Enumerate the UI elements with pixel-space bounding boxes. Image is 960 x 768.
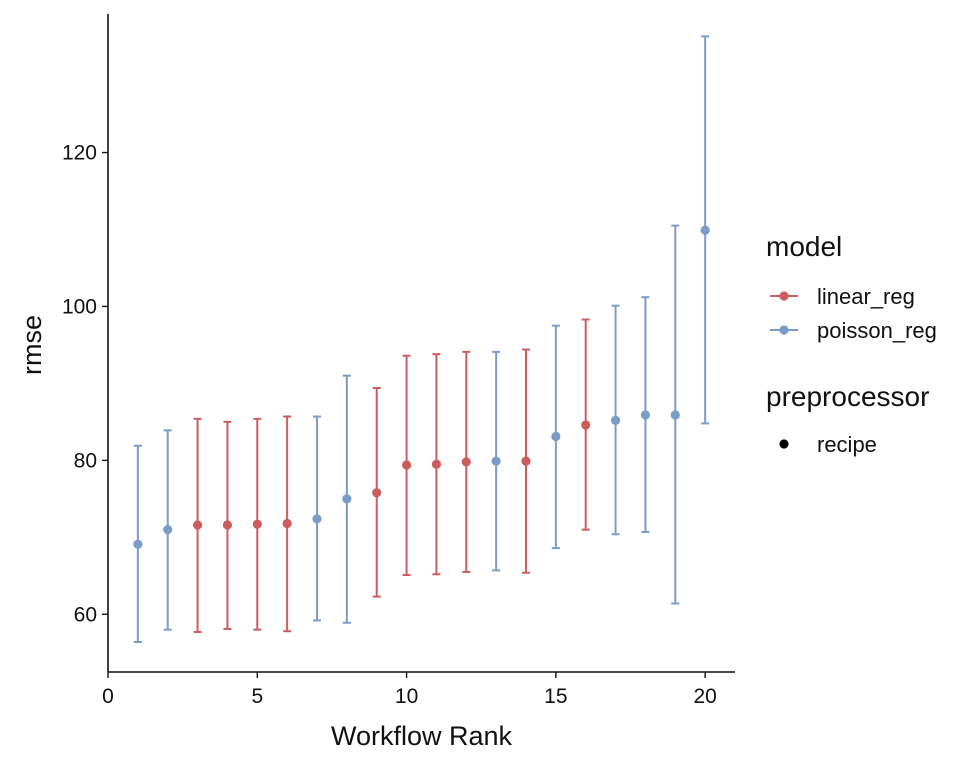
data-point — [581, 420, 591, 430]
y-tick-label: 60 — [74, 603, 97, 626]
workflow-rank-1 — [133, 444, 143, 643]
legend-key-point — [779, 325, 789, 335]
workflow-rank-20 — [700, 35, 710, 425]
workflow-rank-19 — [670, 224, 680, 605]
workflow-rank-3 — [192, 417, 203, 633]
x-tick-label: 15 — [544, 685, 567, 708]
data-point — [252, 519, 262, 529]
y-axis-title: rmse — [17, 315, 47, 375]
legend-item-recipe: recipe — [779, 432, 877, 457]
x-tick-label: 20 — [693, 685, 716, 708]
data-point — [461, 457, 471, 467]
data-point — [640, 410, 651, 420]
legend-preprocessor-title: preprocessor — [766, 381, 929, 412]
legend-item-label: recipe — [817, 432, 877, 457]
y-tick-label: 80 — [74, 449, 97, 472]
workflow-rank-8 — [342, 374, 352, 624]
y-tick-label: 120 — [62, 142, 97, 165]
workflow-rank-11 — [431, 353, 442, 576]
legend-model-title: model — [766, 231, 842, 262]
x-axis-ticks: 0 5 10 15 20 — [102, 672, 717, 708]
workflow-rank-13 — [491, 350, 501, 572]
workflow-rank-10 — [401, 354, 412, 577]
data-point — [431, 459, 442, 469]
error-bar-series — [133, 35, 710, 643]
workflow-rank-9 — [372, 387, 382, 598]
y-tick-label: 100 — [62, 295, 97, 318]
legend-item-linear_reg: linear_reg — [770, 284, 915, 309]
axes: 60 80 100 120 0 5 10 15 20 — [62, 14, 735, 708]
data-point — [401, 460, 412, 470]
data-point — [163, 525, 173, 535]
data-point — [372, 488, 382, 498]
workflow-rank-17 — [610, 304, 621, 536]
data-point — [282, 518, 292, 529]
data-point — [700, 225, 710, 235]
data-point — [192, 520, 203, 530]
workflow-rank-7 — [312, 415, 322, 622]
legend-key-point — [779, 291, 789, 301]
workflow-rank-2 — [163, 429, 173, 631]
data-point — [312, 514, 322, 524]
data-point — [670, 410, 680, 420]
workflow-rank-16 — [581, 318, 591, 531]
y-axis-ticks: 60 80 100 120 — [62, 142, 108, 626]
data-point — [222, 520, 233, 530]
x-tick-label: 0 — [102, 685, 114, 708]
legend-item-poisson_reg: poisson_reg — [770, 318, 937, 343]
data-point — [521, 456, 531, 466]
data-point — [610, 415, 621, 425]
workflow-rank-6 — [282, 415, 292, 633]
x-axis-title: Workflow Rank — [331, 721, 513, 751]
x-tick-label: 10 — [395, 685, 418, 708]
legend-key-point — [779, 439, 789, 449]
x-tick-label: 5 — [251, 685, 263, 708]
workflow-rank-18 — [640, 296, 651, 533]
workflow-rank-12 — [461, 350, 471, 573]
data-point — [551, 431, 561, 442]
workflow-rank-14 — [521, 348, 531, 574]
data-point — [133, 539, 143, 549]
legend-model-items: linear_reg poisson_reg — [770, 284, 937, 343]
workflow-rank-4 — [222, 420, 233, 630]
legend-item-label: linear_reg — [817, 284, 915, 309]
data-point — [342, 494, 352, 504]
legend-item-label: poisson_reg — [817, 318, 937, 343]
workflow-rank-5 — [252, 417, 262, 631]
data-point — [491, 456, 501, 466]
legend-preprocessor-items: recipe — [779, 432, 877, 457]
legend: model linear_reg poisson_reg preprocessor… — [766, 231, 937, 457]
workflow-rank-15 — [551, 324, 561, 550]
